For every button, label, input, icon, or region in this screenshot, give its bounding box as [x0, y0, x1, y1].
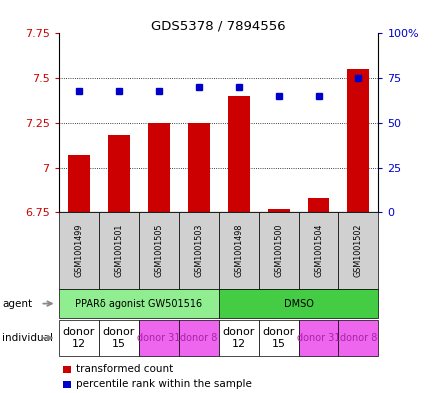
Bar: [227, 96, 249, 212]
Text: GSM1001503: GSM1001503: [194, 224, 203, 277]
Text: donor 8: donor 8: [339, 333, 376, 343]
Text: individual: individual: [2, 333, 53, 343]
Text: GSM1001502: GSM1001502: [353, 224, 362, 277]
Text: GSM1001498: GSM1001498: [233, 224, 243, 277]
Text: agent: agent: [2, 299, 32, 309]
Bar: [187, 123, 209, 212]
Title: GDS5378 / 7894556: GDS5378 / 7894556: [151, 19, 285, 32]
Text: GSM1001501: GSM1001501: [114, 224, 123, 277]
Text: GSM1001499: GSM1001499: [74, 224, 83, 277]
Bar: [347, 69, 368, 212]
Text: PPARδ agonist GW501516: PPARδ agonist GW501516: [75, 299, 202, 309]
Text: GSM1001504: GSM1001504: [313, 224, 322, 277]
Text: donor
15: donor 15: [262, 327, 294, 349]
Bar: [68, 155, 89, 212]
Text: donor
12: donor 12: [62, 327, 95, 349]
Bar: [307, 198, 329, 212]
Text: transformed count: transformed count: [76, 364, 173, 374]
Text: donor
12: donor 12: [222, 327, 254, 349]
Bar: [267, 209, 289, 212]
Bar: [108, 135, 129, 212]
Bar: [147, 123, 169, 212]
Text: DMSO: DMSO: [283, 299, 313, 309]
Text: donor 8: donor 8: [180, 333, 217, 343]
Text: percentile rank within the sample: percentile rank within the sample: [76, 379, 251, 389]
Text: donor
15: donor 15: [102, 327, 135, 349]
Text: GSM1001505: GSM1001505: [154, 224, 163, 277]
Text: donor 31: donor 31: [296, 333, 339, 343]
Text: GSM1001500: GSM1001500: [273, 224, 283, 277]
Text: donor 31: donor 31: [137, 333, 180, 343]
